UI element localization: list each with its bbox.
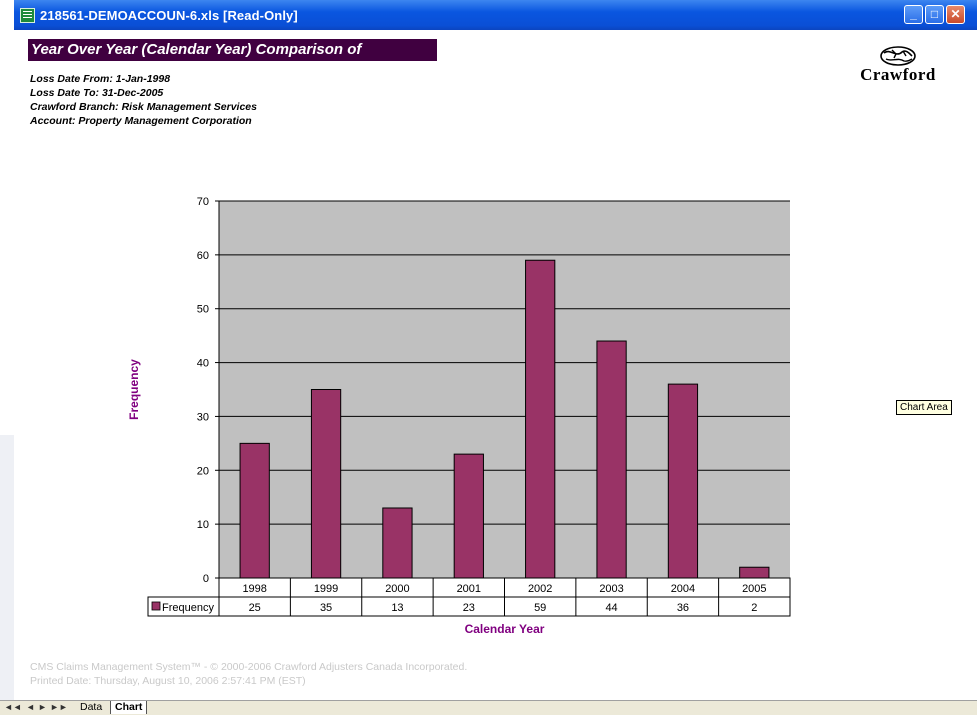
bar-2001[interactable] [453, 453, 484, 579]
window-title: 218561-DEMOACCOUN-6.xls [Read-Only] [40, 8, 298, 23]
y-tick-label: 0 [203, 573, 209, 585]
globe-icon [880, 46, 916, 66]
tab-data[interactable]: Data [80, 701, 103, 713]
plot-area[interactable] [219, 201, 790, 578]
next-sheet-icon[interactable]: ► [38, 702, 47, 712]
bar-2000[interactable] [382, 507, 413, 579]
sheet-tab-bar: ◄◄ ◄ ► ►► Data Chart [0, 700, 977, 715]
maximize-button[interactable]: □ [925, 5, 944, 24]
last-sheet-icon[interactable]: ►► [50, 702, 68, 712]
x-category-label: 2004 [671, 583, 695, 595]
table-value: 35 [320, 602, 332, 614]
close-button[interactable]: ✕ [946, 5, 965, 24]
frequency-chart[interactable]: 0 10 20 30 40 50 60 70 1998 1999 2000 2001 2002 2003… [14, 30, 977, 700]
loss-date-from: Loss Date From: 1-Jan-1998 [30, 73, 171, 85]
bar-2002[interactable] [525, 259, 556, 579]
chart-sheet[interactable]: Year Over Year (Calendar Year) Compariso… [14, 30, 977, 700]
tab-chart[interactable]: Chart [110, 701, 148, 714]
table-value: 44 [605, 602, 617, 614]
x-category-label: 1998 [242, 583, 266, 595]
x-axis-label: Calendar Year [465, 622, 545, 636]
crawford-logo: Crawford [848, 44, 948, 86]
x-category-label: 2003 [599, 583, 623, 595]
title-bar[interactable]: 218561-DEMOACCOUN-6.xls [Read-Only] _ □ … [14, 0, 977, 30]
bar-1999[interactable] [310, 389, 342, 579]
chart-area-tooltip: Chart Area [896, 400, 952, 415]
background-window-area [0, 435, 14, 700]
table-value: 59 [534, 602, 546, 614]
table-value-row [147, 596, 791, 617]
y-axis-label: Frequency [127, 359, 141, 420]
excel-app-icon[interactable] [20, 8, 35, 23]
legend-key-icon [151, 601, 161, 611]
bar-2003[interactable] [596, 340, 627, 579]
crawford-logo-text: Crawford [860, 65, 936, 84]
y-tick-label: 10 [197, 519, 209, 531]
bar-2004[interactable] [667, 383, 699, 579]
account-name: Account: Property Management Corporation [30, 115, 252, 127]
table-value: 23 [463, 602, 475, 614]
footer-printed-date: Printed Date: Thursday, August 10, 2006 … [30, 675, 306, 687]
table-value: 13 [391, 602, 403, 614]
bar-1998[interactable] [239, 442, 270, 579]
y-tick-label: 40 [197, 358, 209, 370]
x-category-label: 2001 [457, 583, 481, 595]
legend-series-name: Frequency [162, 602, 214, 614]
report-title: Year Over Year (Calendar Year) Compariso… [28, 39, 437, 80]
x-category-label: 2002 [528, 583, 552, 595]
crawford-branch: Crawford Branch: Risk Management Service… [30, 101, 257, 113]
table-value: 2 [751, 602, 757, 614]
y-tick-label: 70 [197, 196, 209, 208]
table-value: 25 [249, 602, 261, 614]
footer-copyright: CMS Claims Management System™ - © 2000-2… [30, 661, 468, 673]
x-category-label: 2000 [385, 583, 409, 595]
first-sheet-icon[interactable]: ◄◄ [4, 702, 22, 712]
prev-sheet-icon[interactable]: ◄ [26, 702, 35, 712]
y-tick-label: 60 [197, 250, 209, 262]
y-tick-label: 50 [197, 304, 209, 316]
excel-window: 218561-DEMOACCOUN-6.xls [Read-Only] _ □ … [14, 0, 977, 714]
x-category-label: 2005 [742, 583, 766, 595]
bar-2005[interactable] [739, 566, 770, 579]
minimize-button[interactable]: _ [904, 5, 923, 24]
y-tick-label: 20 [197, 465, 209, 477]
table-value: 36 [677, 602, 689, 614]
x-category-label: 1999 [314, 583, 338, 595]
y-tick-label: 30 [197, 411, 209, 423]
loss-date-to: Loss Date To: 31-Dec-2005 [30, 87, 164, 99]
